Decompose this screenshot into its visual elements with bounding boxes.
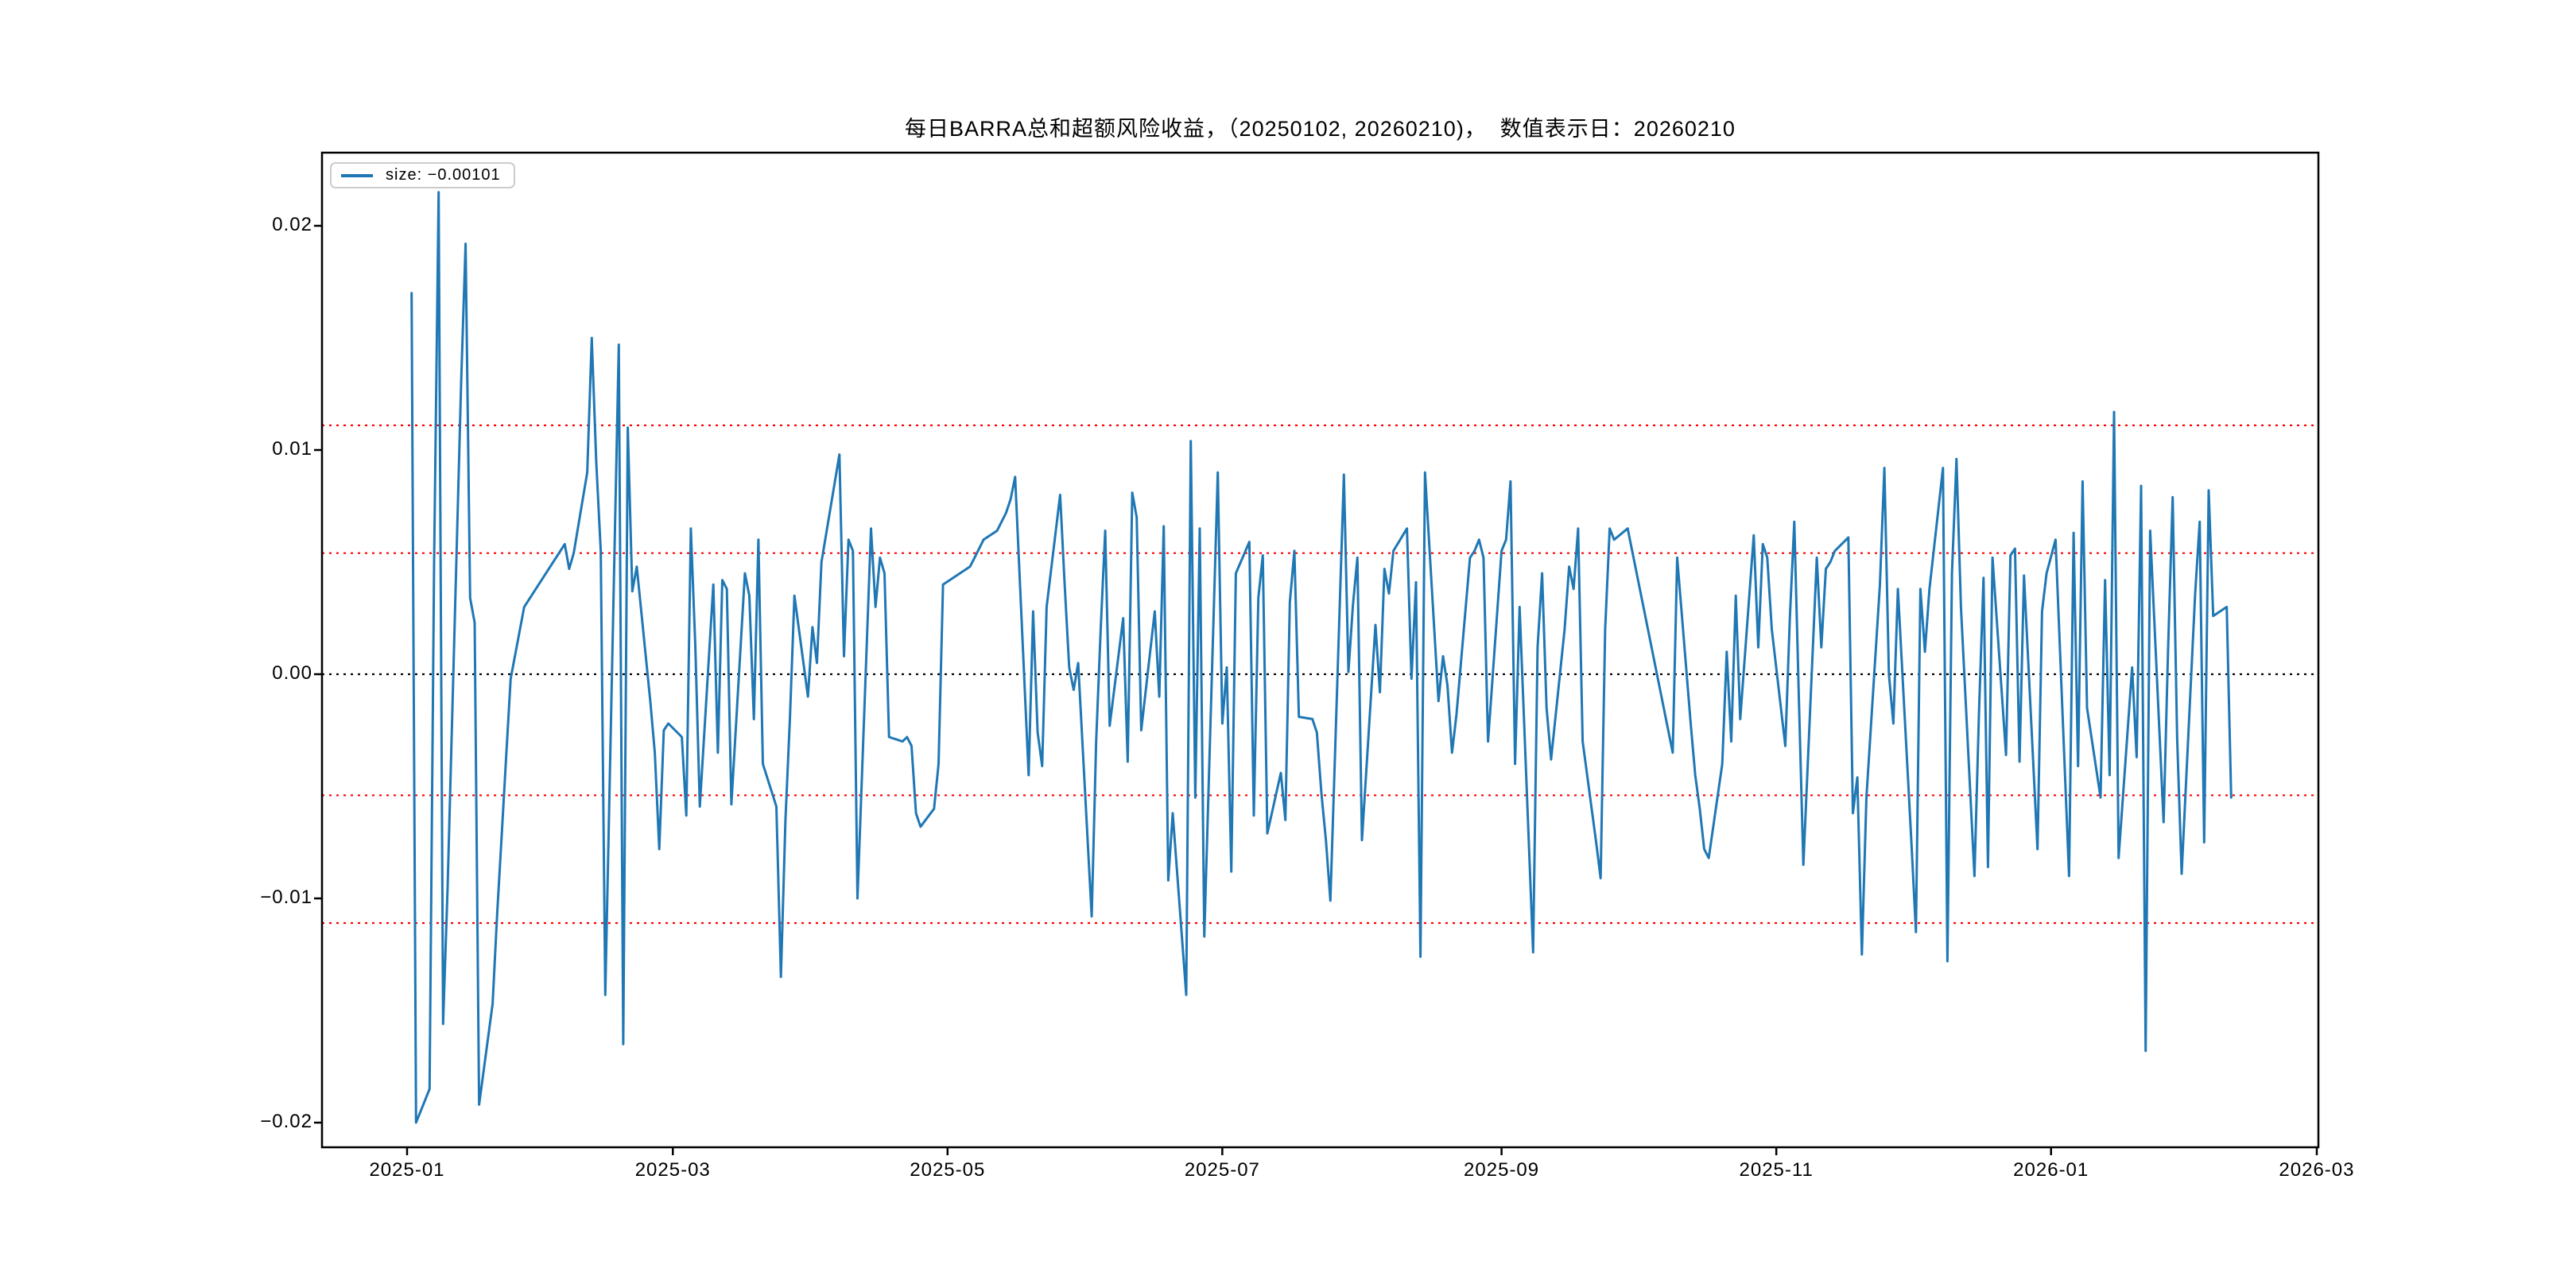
- x-tick-label: 2026-01: [2013, 1159, 2089, 1181]
- legend: size: −0.00101: [330, 162, 515, 188]
- y-tick-label: 0.00: [272, 662, 312, 684]
- y-tick-label: −0.01: [260, 886, 312, 908]
- x-tick-label: 2025-07: [1184, 1159, 1260, 1181]
- legend-line-sample: [341, 173, 373, 177]
- chart-title: 每日BARRA总和超额风险收益，（20250102, 20260210)， 数值…: [905, 117, 1736, 141]
- legend-label: size: −0.00101: [386, 166, 501, 184]
- axes-spines: [320, 151, 2320, 1149]
- x-tick-label: 2025-09: [1464, 1159, 1540, 1181]
- x-tick-label: 2025-01: [369, 1159, 445, 1181]
- x-tick-label: 2025-05: [910, 1159, 986, 1181]
- x-tick-label: 2026-03: [2279, 1159, 2355, 1181]
- x-tick-label: 2025-03: [634, 1159, 711, 1181]
- series-line: [410, 191, 2233, 1124]
- y-tick-label: 0.02: [272, 214, 312, 235]
- x-tick-label: 2025-11: [1739, 1159, 1814, 1181]
- y-tick-label: 0.01: [272, 438, 312, 460]
- y-tick-label: −0.02: [260, 1111, 312, 1132]
